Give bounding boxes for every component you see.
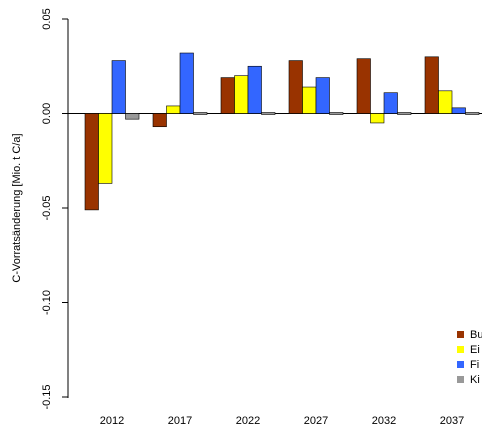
y-ticks: -0.15 -0.10 -0.05 0.00 0.05 xyxy=(41,8,68,410)
x-tick-labels: 2012 2017 2022 2027 2032 2037 xyxy=(100,415,464,427)
bar-bu-2012 xyxy=(84,113,99,211)
bar-fi-2017 xyxy=(179,52,194,114)
legend-label-ei: Ei xyxy=(470,344,480,356)
bar-bu-2027 xyxy=(288,60,303,114)
bar-ki-2012 xyxy=(125,113,140,120)
x-tick-label: 2032 xyxy=(372,415,396,427)
x-tick-label: 2022 xyxy=(236,415,260,427)
bar-ei-2027 xyxy=(302,86,317,114)
bar-ki-2027 xyxy=(329,112,344,115)
bar-ei-2037 xyxy=(438,90,453,114)
bar-ki-2037 xyxy=(465,112,480,115)
x-tick-label: 2027 xyxy=(304,415,328,427)
y-tick-label: 0.00 xyxy=(41,103,53,124)
y-tick-label: -0.10 xyxy=(41,290,53,315)
bar-ki-2017 xyxy=(193,112,208,115)
y-axis: -0.15 -0.10 -0.05 0.00 0.05 C-Vorratsänderun… xyxy=(11,8,69,410)
bar-ei-2032 xyxy=(370,113,385,124)
bar-bu-2032 xyxy=(356,58,371,114)
legend: Bu Ei Fi Ki xyxy=(457,329,482,386)
bar-fi-2012 xyxy=(111,60,126,114)
y-axis-label: C-Vorratsänderung [Mio. t C/a] xyxy=(11,133,23,282)
legend-label-fi: Fi xyxy=(470,359,479,371)
legend-label-bu: Bu xyxy=(470,329,482,341)
y-tick-label: 0.05 xyxy=(41,8,53,29)
bar-bu-2037 xyxy=(424,56,439,114)
bars xyxy=(84,52,480,211)
bar-fi-2027 xyxy=(315,77,330,114)
bar-fi-2037 xyxy=(451,107,466,114)
x-tick-label: 2017 xyxy=(168,415,192,427)
legend-swatch-fi xyxy=(457,361,464,368)
bar-fi-2032 xyxy=(383,92,398,114)
legend-swatch-bu xyxy=(457,331,464,338)
y-tick-label: -0.15 xyxy=(41,384,53,409)
legend-swatch-ei xyxy=(457,346,464,353)
legend-swatch-ki xyxy=(457,376,464,383)
bar-bu-2022 xyxy=(220,77,235,114)
bar-fi-2022 xyxy=(247,65,262,114)
bar-ei-2017 xyxy=(166,105,181,114)
x-tick-label: 2037 xyxy=(440,415,464,427)
x-tick-label: 2012 xyxy=(100,415,124,427)
y-tick-label: -0.05 xyxy=(41,195,53,220)
bar-ki-2022 xyxy=(261,112,276,115)
bar-ei-2012 xyxy=(98,113,113,184)
bar-ki-2032 xyxy=(397,112,412,115)
bar-bu-2017 xyxy=(152,113,167,128)
bar-ei-2022 xyxy=(234,75,249,114)
legend-label-ki: Ki xyxy=(470,374,480,386)
